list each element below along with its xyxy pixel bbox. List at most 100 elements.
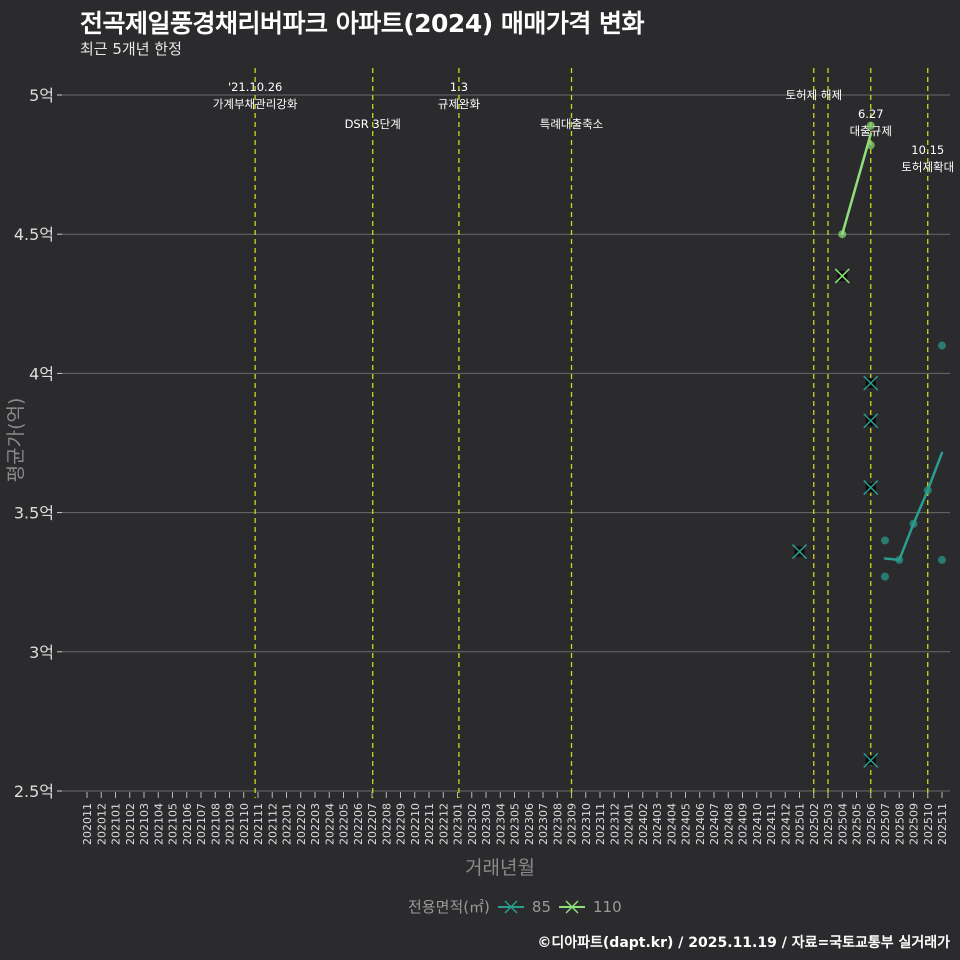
x-tick-label: 202212 bbox=[437, 803, 450, 845]
x-tick-label: 202303 bbox=[480, 803, 493, 845]
series-line-85 bbox=[883, 451, 944, 562]
data-point-110 bbox=[838, 230, 847, 239]
y-tick-label: 5억 bbox=[29, 86, 54, 105]
event-label: 6.27 bbox=[858, 107, 884, 121]
x-tick-label: 202504 bbox=[836, 803, 849, 845]
x-tick-label: 202511 bbox=[936, 803, 949, 845]
x-tick-label: 202109 bbox=[224, 803, 237, 845]
cancelled-marker-110 bbox=[834, 268, 850, 284]
data-point-85 bbox=[938, 555, 946, 564]
x-tick-label: 202103 bbox=[138, 803, 151, 845]
x-tick-label: 202402 bbox=[637, 803, 650, 845]
x-tick-label: 202302 bbox=[466, 803, 479, 845]
legend: 전용면적(㎡) 85 110 bbox=[408, 896, 622, 917]
x-tick-label: 202502 bbox=[808, 803, 821, 845]
x-tick-label: 202407 bbox=[708, 803, 721, 845]
cancelled-marker-85 bbox=[863, 480, 879, 496]
x-tick-label: 202403 bbox=[651, 803, 664, 845]
data-point-110 bbox=[866, 121, 875, 130]
data-point-85 bbox=[895, 555, 904, 564]
cancelled-marker-85 bbox=[863, 375, 879, 391]
x-tick-label: 202410 bbox=[751, 803, 764, 845]
event-label: '21.10.26 bbox=[228, 80, 282, 94]
y-tick-label: 3.5억 bbox=[14, 504, 54, 523]
event-label: 1.3 bbox=[450, 80, 468, 94]
data-point-110 bbox=[866, 141, 875, 150]
x-tick-label: 202503 bbox=[822, 803, 835, 845]
x-tick-label: 202111 bbox=[252, 803, 265, 845]
x-tick-label: 202411 bbox=[765, 803, 778, 845]
x-tick-label: 202307 bbox=[537, 803, 550, 845]
x-tick-label: 202011 bbox=[81, 803, 94, 845]
y-tick-label: 4억 bbox=[29, 364, 54, 383]
x-tick-label: 202107 bbox=[195, 803, 208, 845]
x-tick-label: 202209 bbox=[395, 803, 408, 845]
x-axis-title: 거래년월 bbox=[465, 857, 535, 879]
x-tick-label: 202301 bbox=[452, 803, 465, 845]
x-tick-label: 202112 bbox=[266, 803, 279, 845]
y-tick-label: 3억 bbox=[29, 643, 54, 662]
x-tick-label: 202304 bbox=[494, 803, 507, 845]
x-tick-label: 202312 bbox=[608, 803, 621, 845]
y-axis-title: 평균가(억) bbox=[5, 398, 27, 483]
x-tick-label: 202311 bbox=[594, 803, 607, 845]
x-tick-label: 202204 bbox=[323, 803, 336, 845]
x-tick-label: 202505 bbox=[851, 803, 864, 845]
x-tick-label: 202305 bbox=[509, 803, 522, 845]
x-tick-label: 202108 bbox=[209, 803, 222, 845]
x-tick-label: 202201 bbox=[281, 803, 294, 845]
chart-subtitle: 최근 5개년 한정 bbox=[80, 40, 182, 58]
x-tick-label: 202012 bbox=[95, 803, 108, 845]
x-tick-label: 202308 bbox=[551, 803, 564, 845]
event-label: 토허제확대 bbox=[901, 160, 954, 174]
x-tick-label: 202406 bbox=[694, 803, 707, 845]
y-tick-label: 4.5억 bbox=[14, 225, 54, 244]
data-point-85 bbox=[909, 519, 918, 528]
x-tick-label: 202405 bbox=[680, 803, 693, 845]
x-tick-label: 202401 bbox=[623, 803, 636, 845]
source-credit: ©디아파트(dapt.kr) / 2025.11.19 / 자료=국토교통부 실… bbox=[537, 935, 950, 951]
cancelled-marker-85 bbox=[863, 752, 879, 768]
x-tick-label: 202206 bbox=[352, 803, 365, 845]
series-line-110 bbox=[841, 132, 872, 236]
x-tick-label: 202202 bbox=[295, 803, 308, 845]
x-tick-label: 202409 bbox=[737, 803, 750, 845]
cancelled-marker-85 bbox=[791, 544, 808, 560]
legend-label-110: 110 bbox=[593, 897, 622, 916]
x-tick-label: 202104 bbox=[152, 803, 165, 845]
event-label: 가계부채관리강화 bbox=[213, 97, 298, 111]
x-tick-label: 202404 bbox=[665, 803, 678, 845]
x-tick-label: 202106 bbox=[181, 803, 194, 845]
x-tick-label: 202207 bbox=[366, 803, 379, 845]
legend-key-110-icon bbox=[559, 898, 585, 916]
data-point-85 bbox=[923, 486, 932, 495]
x-tick-label: 202507 bbox=[879, 803, 892, 845]
data-point-85 bbox=[881, 572, 889, 581]
x-tick-label: 202105 bbox=[167, 803, 180, 845]
x-tick-label: 202210 bbox=[409, 803, 422, 845]
x-tick-label: 202208 bbox=[380, 803, 393, 845]
x-tick-label: 202205 bbox=[338, 803, 351, 845]
x-tick-label: 202506 bbox=[865, 803, 878, 845]
x-tick-label: 202510 bbox=[922, 803, 935, 845]
event-label: 특례대출축소 bbox=[540, 117, 603, 131]
event-label: 토허제 해제 bbox=[785, 88, 842, 102]
x-tick-label: 202101 bbox=[110, 803, 123, 845]
x-tick-label: 202110 bbox=[238, 803, 251, 845]
event-label: 10.15 bbox=[911, 143, 944, 157]
x-tick-label: 202408 bbox=[722, 803, 735, 845]
x-tick-label: 202211 bbox=[423, 803, 436, 845]
x-tick-label: 202203 bbox=[309, 803, 322, 845]
event-label: 대출규제 bbox=[850, 124, 892, 138]
legend-label-85: 85 bbox=[531, 897, 551, 916]
x-tick-label: 202501 bbox=[794, 803, 807, 845]
chart-title: 전곡제일풍경채리버파크 아파트(2024) 매매가격 변화 bbox=[80, 9, 645, 38]
x-tick-label: 202309 bbox=[566, 803, 579, 845]
x-tick-label: 202306 bbox=[523, 803, 536, 845]
data-point-85 bbox=[881, 536, 889, 545]
x-tick-label: 202310 bbox=[580, 803, 593, 845]
event-label: DSR 3단계 bbox=[345, 117, 401, 131]
event-label: 규제완화 bbox=[438, 97, 481, 111]
x-tick-label: 202509 bbox=[908, 803, 921, 845]
